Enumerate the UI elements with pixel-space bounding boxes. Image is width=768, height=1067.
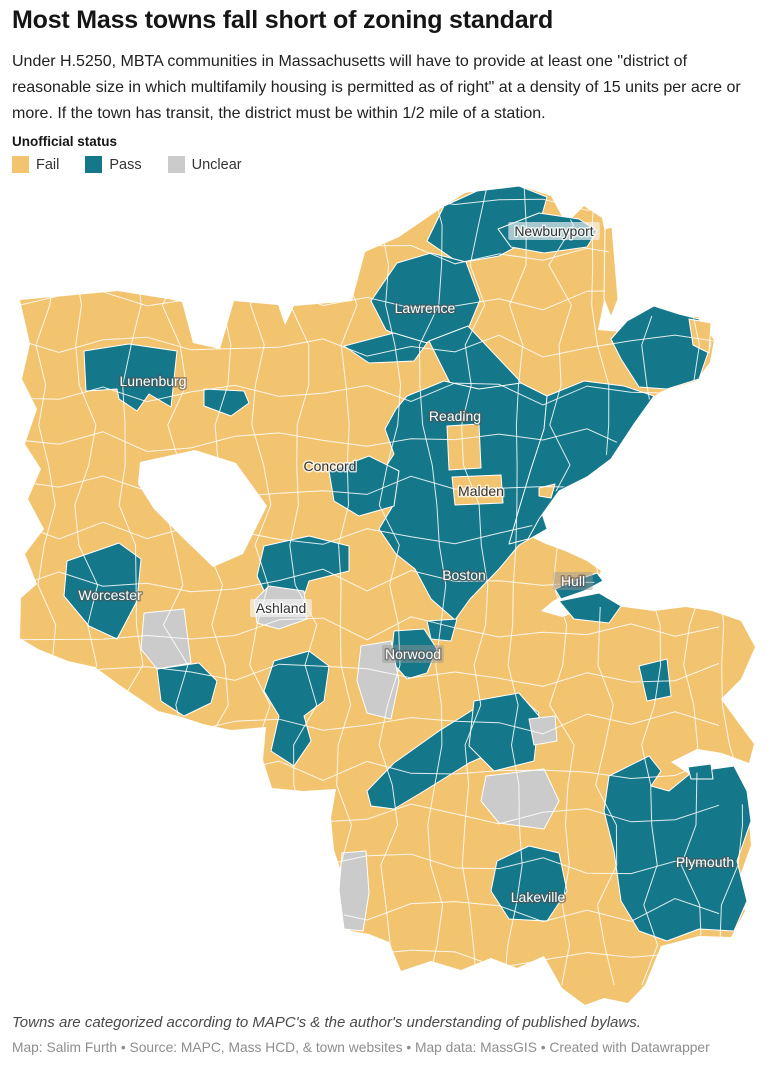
page-title: Most Mass towns fall short of zoning sta… <box>12 6 554 34</box>
map-label: Hull <box>561 573 585 589</box>
town-region-pass[interactable] <box>426 618 458 642</box>
town-region-pass[interactable] <box>508 380 655 545</box>
map-label-group: Concord <box>302 457 358 476</box>
map-label: Plymouth <box>676 854 734 870</box>
map-label-group: Lunenburg <box>118 372 188 391</box>
town-region-unclear[interactable] <box>528 715 558 746</box>
town-region-pass[interactable] <box>638 658 672 702</box>
map-label-group: Norwood <box>382 645 444 664</box>
map-label-group: Malden <box>457 482 506 501</box>
map-label-group: Newburyport <box>508 222 600 241</box>
town-region-fail[interactable] <box>538 483 556 499</box>
legend-swatch-pass <box>85 156 103 173</box>
town-region-pass[interactable] <box>554 572 604 600</box>
map-label-chip <box>382 645 444 663</box>
legend-title: Unofficial status <box>12 134 118 149</box>
legend-swatch-fail <box>12 156 29 173</box>
map-container: Newburyport Lawrence Lunenburg Reading Conco… <box>0 180 768 1012</box>
town-region-unclear[interactable] <box>356 640 400 720</box>
map-label-group: Lakeville <box>509 888 567 907</box>
map-label: Norwood <box>385 646 441 662</box>
map-label-group: Ashland <box>250 599 312 618</box>
footer-note: Towns are categorized according to MAPC'… <box>12 1014 641 1031</box>
map-label-group: Reading <box>427 407 482 426</box>
town-region-pass[interactable] <box>63 542 142 640</box>
town-region-pass[interactable] <box>203 388 250 417</box>
footer-credit: Map: Salim Furth • Source: MAPC, Mass HC… <box>12 1040 710 1055</box>
map-label: Newburyport <box>514 223 593 239</box>
town-region-pass[interactable] <box>603 755 752 942</box>
town-region-fail[interactable] <box>603 226 619 318</box>
legend-label-unclear: Unclear <box>191 156 242 173</box>
map-label: Boston <box>442 567 486 583</box>
legend: Unofficial status Fail Pass Unclear <box>12 134 756 173</box>
map-label-group: Hull <box>553 572 593 591</box>
town-region-unclear[interactable] <box>338 850 370 932</box>
legend-label-fail: Fail <box>36 156 60 173</box>
town-region-pass[interactable] <box>328 455 400 517</box>
map-label: Malden <box>458 483 504 499</box>
map-label: Lakeville <box>511 889 566 905</box>
town-region-pass[interactable] <box>263 650 330 767</box>
legend-label-pass: Pass <box>109 156 142 173</box>
legend-item-unclear: Unclear <box>167 156 242 173</box>
town-region-pass[interactable] <box>558 592 622 624</box>
map-label: Lawrence <box>395 300 456 316</box>
map-label: Ashland <box>256 600 307 616</box>
legend-items: Fail Pass Unclear <box>12 156 756 173</box>
map-label-group: Lawrence <box>393 299 457 318</box>
map-label: Lunenburg <box>120 373 187 389</box>
legend-item-pass: Pass <box>85 156 142 173</box>
town-region-fail[interactable] <box>688 318 712 354</box>
map-canvas: Newburyport Lawrence Lunenburg Reading Conco… <box>20 185 755 1005</box>
town-region-fail[interactable] <box>451 474 504 506</box>
header: Most Mass towns fall short of zoning sta… <box>12 6 756 127</box>
map-label: Worcester <box>78 587 142 603</box>
town-region-fail[interactable] <box>446 423 482 471</box>
map-label-chip <box>553 572 593 590</box>
map-label-group: Worcester <box>77 586 144 605</box>
map-label: Concord <box>304 458 357 474</box>
legend-swatch-unclear <box>167 156 185 173</box>
town-region-pass[interactable] <box>468 692 540 772</box>
map-label-group: Boston <box>441 566 488 585</box>
town-region-unclear[interactable] <box>140 608 192 670</box>
map-label-group: Plymouth <box>674 853 735 872</box>
town-region-unclear[interactable] <box>480 768 560 830</box>
town-region-pass[interactable] <box>83 343 178 412</box>
page-subtitle: Under H.5250, MBTA communities in Massac… <box>12 53 741 122</box>
legend-item-fail: Fail <box>12 156 59 173</box>
map-label-chip <box>250 599 312 617</box>
map-label: Reading <box>429 408 481 424</box>
town-region-pass[interactable] <box>156 662 218 717</box>
town-region-pass[interactable] <box>610 305 712 390</box>
map-label-chip <box>508 222 600 240</box>
town-region-pass[interactable] <box>490 845 568 922</box>
town-region-pass[interactable] <box>687 763 714 780</box>
